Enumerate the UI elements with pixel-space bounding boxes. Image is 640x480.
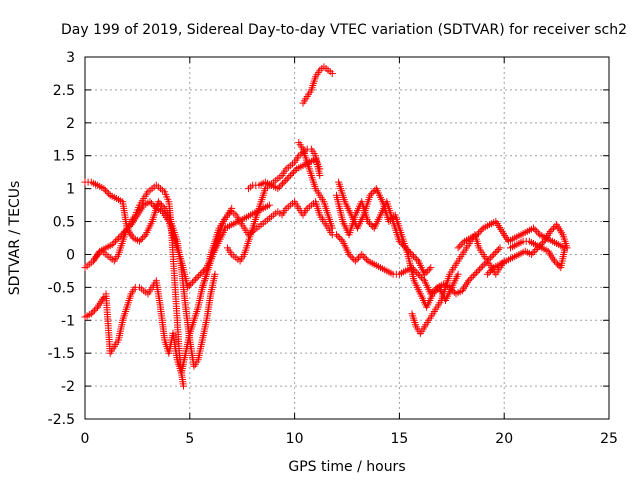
- y-tick-label: 2.5: [53, 83, 75, 99]
- x-tick-label: 0: [81, 431, 90, 447]
- y-tick-label: 0.5: [53, 215, 75, 231]
- y-tick-label: 1.5: [53, 149, 75, 165]
- series-track-14: [454, 218, 569, 252]
- data-point-markers: [483, 221, 571, 278]
- series-track-8: [295, 139, 336, 232]
- data-point-markers: [198, 198, 336, 291]
- x-tick-label: 25: [600, 431, 618, 447]
- x-tick-label: 15: [390, 431, 408, 447]
- data-point-markers: [299, 63, 336, 107]
- data-point-markers: [507, 237, 569, 272]
- y-tick-label: -0.5: [48, 280, 75, 296]
- y-tick-label: 0: [66, 247, 75, 263]
- series-track-15: [483, 221, 571, 278]
- x-tick-label: 10: [286, 431, 304, 447]
- series-track-9: [299, 63, 336, 107]
- y-tick-labels: -2.5 -2 -1.5 -1 -0.5 0 0.5 1 1.5 2 2.5 3: [48, 50, 75, 428]
- x-tick-label: 20: [495, 431, 513, 447]
- x-tick-label: 5: [185, 431, 194, 447]
- chart-title: Day 199 of 2019, Sidereal Day-to-day VTE…: [61, 22, 627, 38]
- data-series: [81, 63, 571, 390]
- y-tick-label: 3: [66, 50, 75, 66]
- series-track-16: [507, 237, 569, 272]
- y-tick-label: -1.5: [48, 346, 75, 362]
- x-tick-labels: 0 5 10 15 20 25: [81, 431, 618, 447]
- data-point-markers: [454, 218, 569, 252]
- y-tick-label: -2.5: [48, 412, 75, 428]
- y-tick-label: 2: [66, 116, 75, 132]
- x-axis-label: GPS time / hours: [288, 459, 405, 475]
- axis-ticks: [84, 56, 610, 420]
- y-tick-label: -2: [61, 379, 75, 395]
- y-axis-label: SDTVAR / TECUs: [7, 181, 23, 296]
- data-point-markers: [333, 231, 504, 298]
- plot-frame: [84, 56, 610, 420]
- y-tick-label: -1: [61, 313, 75, 329]
- series-track-12: [333, 231, 504, 298]
- data-point-markers: [295, 139, 336, 232]
- series-track-5: [198, 198, 336, 291]
- y-tick-label: 1: [66, 182, 75, 198]
